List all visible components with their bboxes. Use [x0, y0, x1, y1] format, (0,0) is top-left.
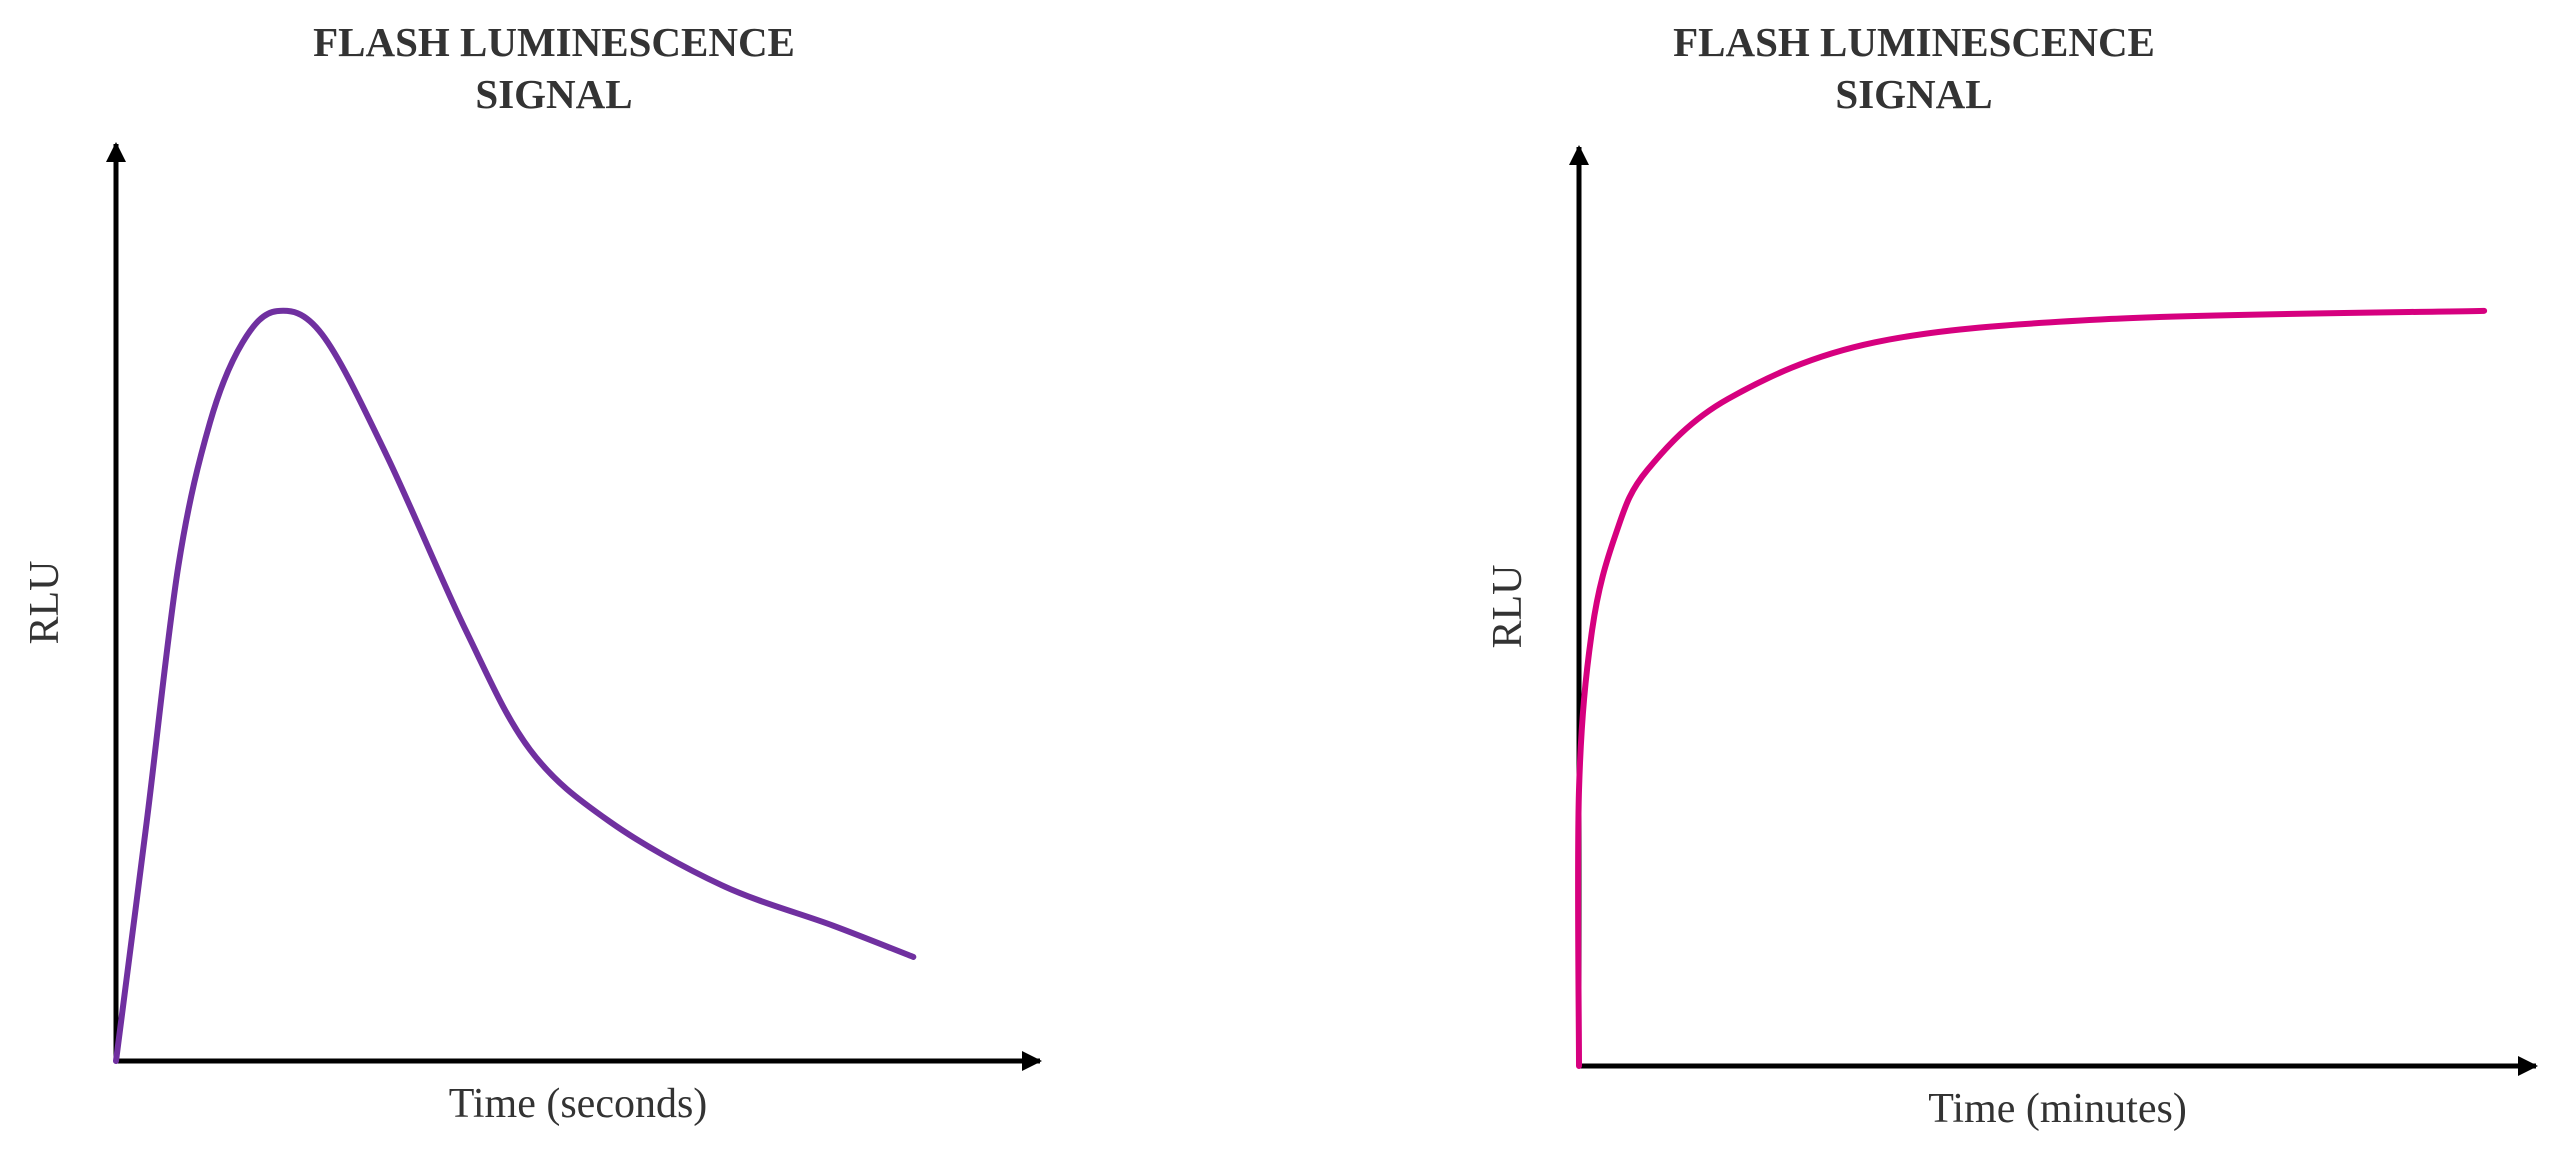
chart-title: FLASH LUMINESCENCE SIGNAL	[313, 19, 795, 117]
data-line	[113, 307, 917, 1064]
chart-title: FLASH LUMINESCENCE SIGNAL	[1673, 19, 2155, 117]
data-line	[1575, 307, 2488, 1069]
x-axis-label: Time (minutes)	[1928, 1086, 2187, 1132]
x-axis-label: Time (seconds)	[449, 1081, 708, 1127]
y-axis-label: RLU	[1485, 565, 1531, 649]
y-axis-label: RLU	[22, 561, 68, 645]
